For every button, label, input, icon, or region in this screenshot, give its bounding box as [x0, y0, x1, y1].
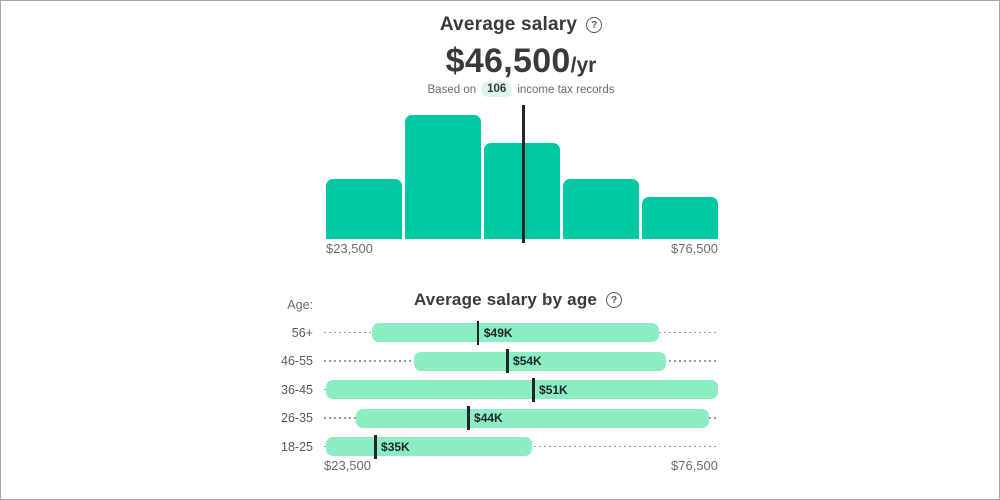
average-salary-amount-row: $46,500/yr	[41, 42, 999, 81]
age-row-26-35: 26-35 $44K	[241, 406, 718, 430]
age-row-track: $35K	[324, 434, 718, 459]
age-row-56+: 56+ $49K	[241, 320, 718, 345]
age-row-category: 56+	[291, 325, 313, 340]
age-row-track: $49K	[324, 320, 718, 345]
average-salary-amount-suffix: /yr	[570, 54, 597, 77]
age-row-category: 26-35	[281, 411, 313, 425]
average-value-label: $49K	[483, 325, 513, 340]
histogram-axis-max: $76,500	[671, 241, 718, 256]
age-chart-axis: $23,500 $76,500	[324, 458, 718, 473]
salary-by-age-rows: 56+ $49K 46-55 $54K 36-45 $51K 26-35 $44K 18-25 $…	[241, 320, 718, 466]
age-axis-min: $23,500	[324, 458, 371, 473]
salary-range-bar[interactable]	[413, 351, 666, 371]
salary-range-bar[interactable]	[325, 437, 533, 456]
age-row-18-25: 18-25 $35K	[241, 434, 718, 459]
average-salary-title: Average salary	[439, 14, 578, 35]
average-salary-amount: $46,500	[445, 42, 571, 80]
help-icon[interactable]: ?	[586, 17, 603, 33]
salary-range-bar[interactable]	[325, 380, 718, 399]
histogram-bar-2[interactable]	[405, 115, 481, 239]
histogram-bar-5[interactable]	[642, 196, 718, 239]
average-marker-line	[532, 377, 535, 402]
age-row-track: $44K	[324, 406, 718, 430]
salary-by-age-title: Average salary by age	[413, 290, 598, 309]
records-subtitle-suffix: income tax records	[517, 83, 615, 96]
histogram-bar-1[interactable]	[326, 178, 402, 239]
average-marker-line	[506, 349, 509, 373]
average-salary-header: Average salary ?	[41, 14, 999, 36]
age-row-36-45: 36-45 $51K	[241, 377, 718, 402]
salary-range-bar[interactable]	[372, 323, 659, 342]
age-axis-label: Age:	[287, 298, 313, 312]
records-subtitle-prefix: Based on	[427, 83, 477, 96]
average-value-label: $44K	[474, 411, 503, 425]
help-icon[interactable]: ?	[606, 292, 623, 308]
histogram-bar-3[interactable]	[484, 143, 560, 239]
age-row-track: $51K	[324, 377, 718, 402]
age-row-category: 18-25	[281, 439, 313, 454]
average-value-label: $54K	[513, 354, 542, 368]
histogram-axis-min: $23,500	[326, 241, 373, 256]
average-value-label: $35K	[381, 439, 410, 454]
records-count-badge: 106	[481, 82, 513, 97]
average-value-label: $51K	[539, 382, 568, 397]
records-subtitle: Based on 106 income tax records	[41, 82, 999, 97]
age-row-category: 36-45	[281, 382, 313, 397]
histogram-bar-4[interactable]	[563, 178, 639, 239]
age-row-track: $54K	[324, 349, 718, 373]
average-marker-line	[522, 105, 525, 243]
salary-range-bar[interactable]	[355, 408, 709, 428]
salary-histogram-bars	[326, 115, 718, 239]
average-marker-line	[467, 406, 470, 430]
average-marker-line	[476, 320, 480, 345]
age-row-category: 46-55	[281, 354, 313, 368]
age-axis-max: $76,500	[671, 458, 718, 473]
average-marker-line	[374, 434, 377, 459]
salary-by-age-header: Average salary by age ?	[38, 290, 998, 310]
age-row-46-55: 46-55 $54K	[241, 349, 718, 373]
histogram-axis: $23,500 $76,500	[326, 241, 718, 256]
